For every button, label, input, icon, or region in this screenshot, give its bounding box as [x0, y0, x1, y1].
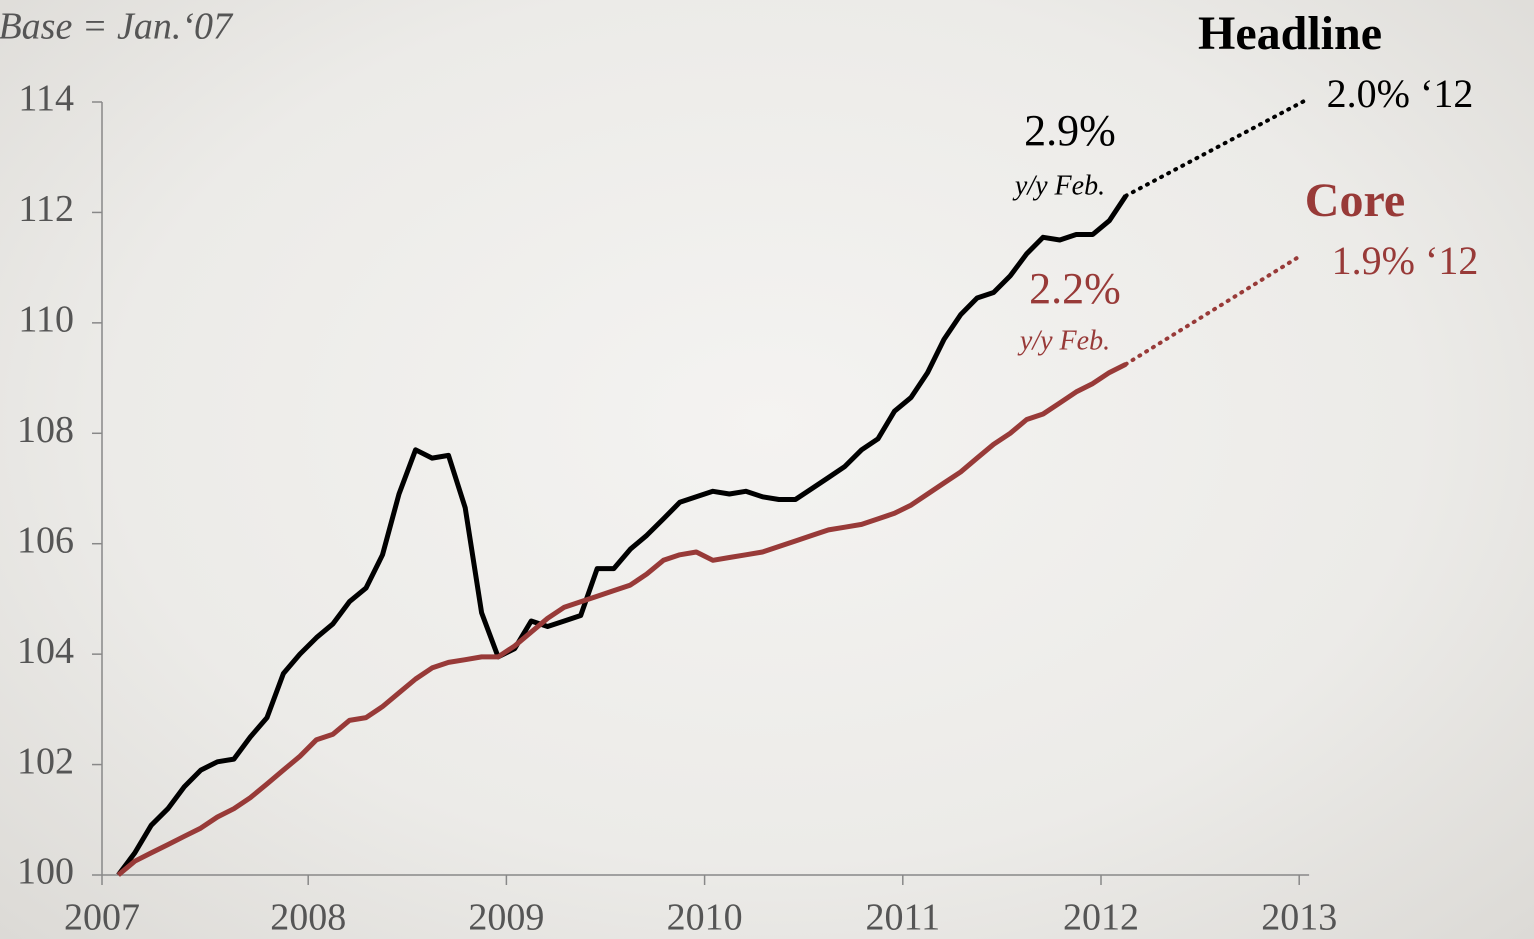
projection-line — [1123, 97, 1310, 198]
last-value-note: y/y Feb. — [1017, 325, 1110, 356]
y-tick-label: 106 — [17, 519, 74, 561]
x-tick-label: 2009 — [468, 897, 544, 939]
y-tick-label: 100 — [17, 851, 74, 893]
x-tick-label: 2010 — [667, 897, 743, 939]
x-tick-label: 2012 — [1063, 897, 1139, 939]
last-value-label: 2.2% — [1029, 264, 1121, 313]
series-name: Headline — [1198, 7, 1382, 60]
projection-label: 1.9% ‘12 — [1332, 238, 1479, 283]
y-tick-label: 102 — [17, 740, 74, 782]
series-line — [116, 362, 1127, 877]
last-value-label: 2.9% — [1024, 106, 1116, 155]
y-tick-label: 104 — [17, 630, 74, 672]
x-tick-label: 2011 — [866, 897, 941, 939]
y-tick-label: 108 — [17, 409, 74, 451]
projection-label: 2.0% ‘12 — [1327, 71, 1474, 116]
series-name: Core — [1305, 174, 1405, 227]
last-value-note: y/y Feb. — [1012, 170, 1105, 201]
x-tick-label: 2013 — [1261, 897, 1337, 939]
y-tick-label: 110 — [18, 299, 74, 341]
series-line — [116, 194, 1128, 877]
y-tick-label: 112 — [18, 188, 74, 230]
y-tick-label: 114 — [18, 78, 74, 120]
subtitle: Base = Jan.‘07 — [0, 6, 234, 48]
x-tick-label: 2008 — [270, 897, 346, 939]
projection-line — [1123, 254, 1302, 367]
x-tick-label: 2007 — [64, 897, 140, 939]
